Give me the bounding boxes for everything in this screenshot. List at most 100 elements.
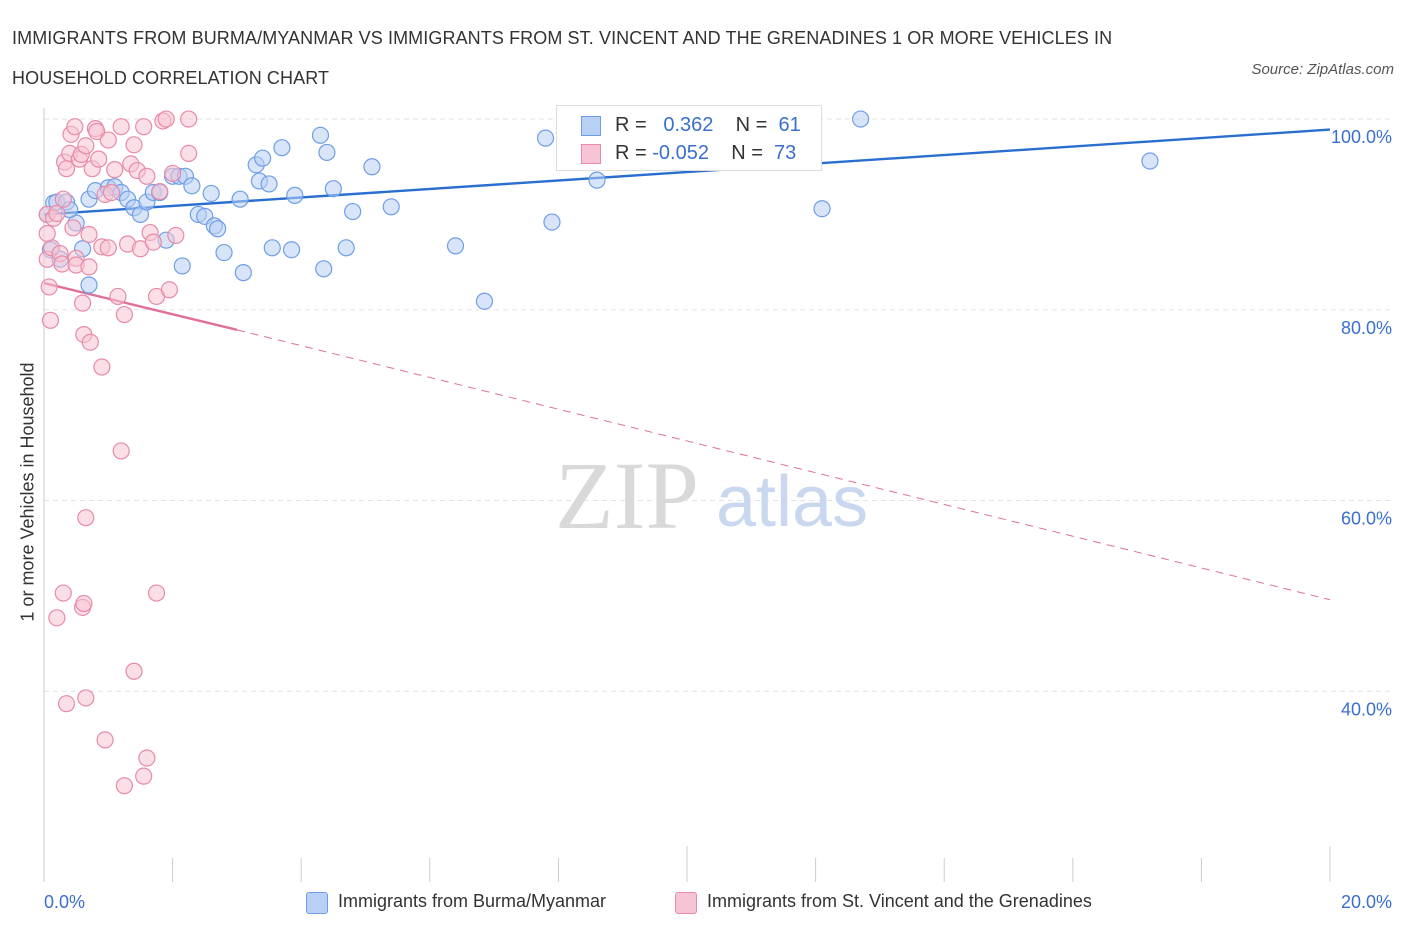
point-stvincent-67	[135, 767, 153, 785]
r-value-stvincent: -0.052	[652, 142, 709, 164]
point-stvincent-57	[54, 584, 72, 602]
n-value-stvincent: 73	[774, 142, 797, 164]
point-burma-40	[286, 186, 304, 204]
y-tick-label-1: 60.0%	[1341, 509, 1392, 529]
point-burma-30	[215, 243, 233, 262]
point-stvincent-19	[73, 294, 92, 312]
legend-swatch-stvincent	[675, 892, 697, 914]
point-stvincent-58	[57, 695, 76, 713]
point-burma-50	[475, 292, 494, 310]
n-value-burma: 61	[778, 114, 801, 136]
point-stvincent-60	[75, 594, 93, 613]
point-burma-29	[209, 220, 227, 238]
point-burma-49	[446, 237, 465, 255]
point-stvincent-71	[80, 225, 98, 244]
source-note: Source: ZipAtlas.com	[1251, 61, 1394, 78]
point-burma-32	[234, 264, 252, 282]
point-burma-22	[173, 257, 191, 275]
point-stvincent-64	[112, 442, 130, 460]
point-burma-45	[337, 239, 355, 257]
point-stvincent-22	[80, 258, 98, 276]
point-stvincent-9	[54, 190, 72, 208]
point-stvincent-63	[96, 731, 114, 749]
stats-text-burma: R = 0.362 N = 61	[615, 114, 801, 136]
point-stvincent-3	[41, 311, 60, 329]
point-stvincent-52	[164, 164, 182, 183]
watermark: ZIP atlas	[555, 442, 868, 549]
trend-line-2	[236, 329, 1331, 601]
point-burma-7	[80, 276, 98, 294]
point-burma-35	[254, 149, 272, 167]
point-burma-42	[315, 260, 333, 278]
point-stvincent-36	[112, 118, 130, 136]
point-stvincent-48	[151, 182, 169, 201]
point-stvincent-54	[180, 144, 198, 163]
point-burma-56	[813, 200, 831, 218]
point-stvincent-40	[125, 136, 143, 154]
point-stvincent-70	[66, 118, 84, 136]
point-burma-38	[273, 139, 291, 157]
point-burma-53	[588, 171, 606, 189]
point-stvincent-55	[180, 110, 198, 128]
point-burma-52	[543, 213, 561, 231]
r-value-burma: 0.362	[663, 114, 714, 136]
point-burma-43	[318, 143, 336, 162]
trend-lines	[43, 128, 1331, 601]
point-stvincent-2	[40, 278, 58, 296]
point-burma-46	[344, 202, 362, 221]
point-stvincent-6	[48, 204, 66, 223]
point-burma-58	[1141, 152, 1159, 170]
legend-label-stvincent: Immigrants from St. Vincent and the Gren…	[707, 891, 1092, 911]
point-stvincent-65	[115, 777, 133, 795]
trend-line-1	[43, 281, 238, 331]
point-burma-27	[202, 184, 220, 203]
point-stvincent-26	[88, 122, 106, 141]
point-burma-37	[263, 239, 281, 257]
point-stvincent-62	[77, 509, 95, 527]
trend-line-0	[43, 128, 1331, 216]
point-stvincent-72	[38, 224, 56, 243]
point-burma-24	[183, 177, 201, 195]
point-stvincent-34	[106, 161, 124, 179]
point-stvincent-51	[160, 281, 178, 299]
y-tick-label-0: 40.0%	[1341, 699, 1392, 719]
y-axis-label: 1 or more Vehicles in Household	[17, 362, 38, 622]
point-stvincent-23	[81, 333, 99, 351]
point-burma-36	[260, 175, 278, 193]
point-stvincent-66	[125, 662, 143, 680]
point-burma-44	[324, 180, 342, 198]
point-stvincent-61	[77, 689, 95, 707]
point-stvincent-33	[102, 183, 121, 202]
swatch-burma	[581, 116, 601, 136]
tick-labels: 40.0% 60.0% 80.0% 100.0% 0.0% 20.0%	[44, 127, 1392, 912]
point-stvincent-68	[138, 749, 156, 767]
y-tick-label-2: 80.0%	[1341, 318, 1392, 338]
point-burma-31	[231, 190, 249, 208]
point-burma-41	[311, 126, 330, 144]
point-burma-51	[536, 129, 555, 147]
legend-swatch-burma	[306, 892, 328, 914]
point-burma-57	[852, 110, 870, 128]
point-stvincent-37	[115, 305, 133, 324]
stats-text-stvincent: R = -0.052 N = 73	[615, 142, 797, 164]
point-stvincent-21	[77, 137, 95, 155]
swatch-stvincent	[581, 144, 601, 164]
point-stvincent-31	[99, 131, 117, 149]
point-stvincent-56	[48, 609, 66, 627]
legend-label-burma: Immigrants from Burma/Myanmar	[338, 891, 607, 911]
point-stvincent-35	[109, 287, 127, 306]
data-points	[38, 110, 1159, 795]
point-stvincent-50	[157, 110, 175, 128]
y-tick-label-3: 100.0%	[1331, 127, 1392, 147]
point-burma-47	[363, 158, 381, 176]
x-tick-label-1: 20.0%	[1341, 892, 1392, 912]
point-stvincent-44	[138, 167, 156, 185]
point-burma-39	[282, 241, 301, 259]
watermark-zip: ZIP	[555, 442, 699, 549]
watermark-atlas: atlas	[716, 462, 868, 542]
point-stvincent-32	[99, 239, 117, 257]
point-stvincent-14	[64, 219, 82, 237]
point-stvincent-53	[167, 226, 185, 245]
chart-title: IMMIGRANTS FROM BURMA/MYANMAR VS IMMIGRA…	[12, 28, 1113, 88]
